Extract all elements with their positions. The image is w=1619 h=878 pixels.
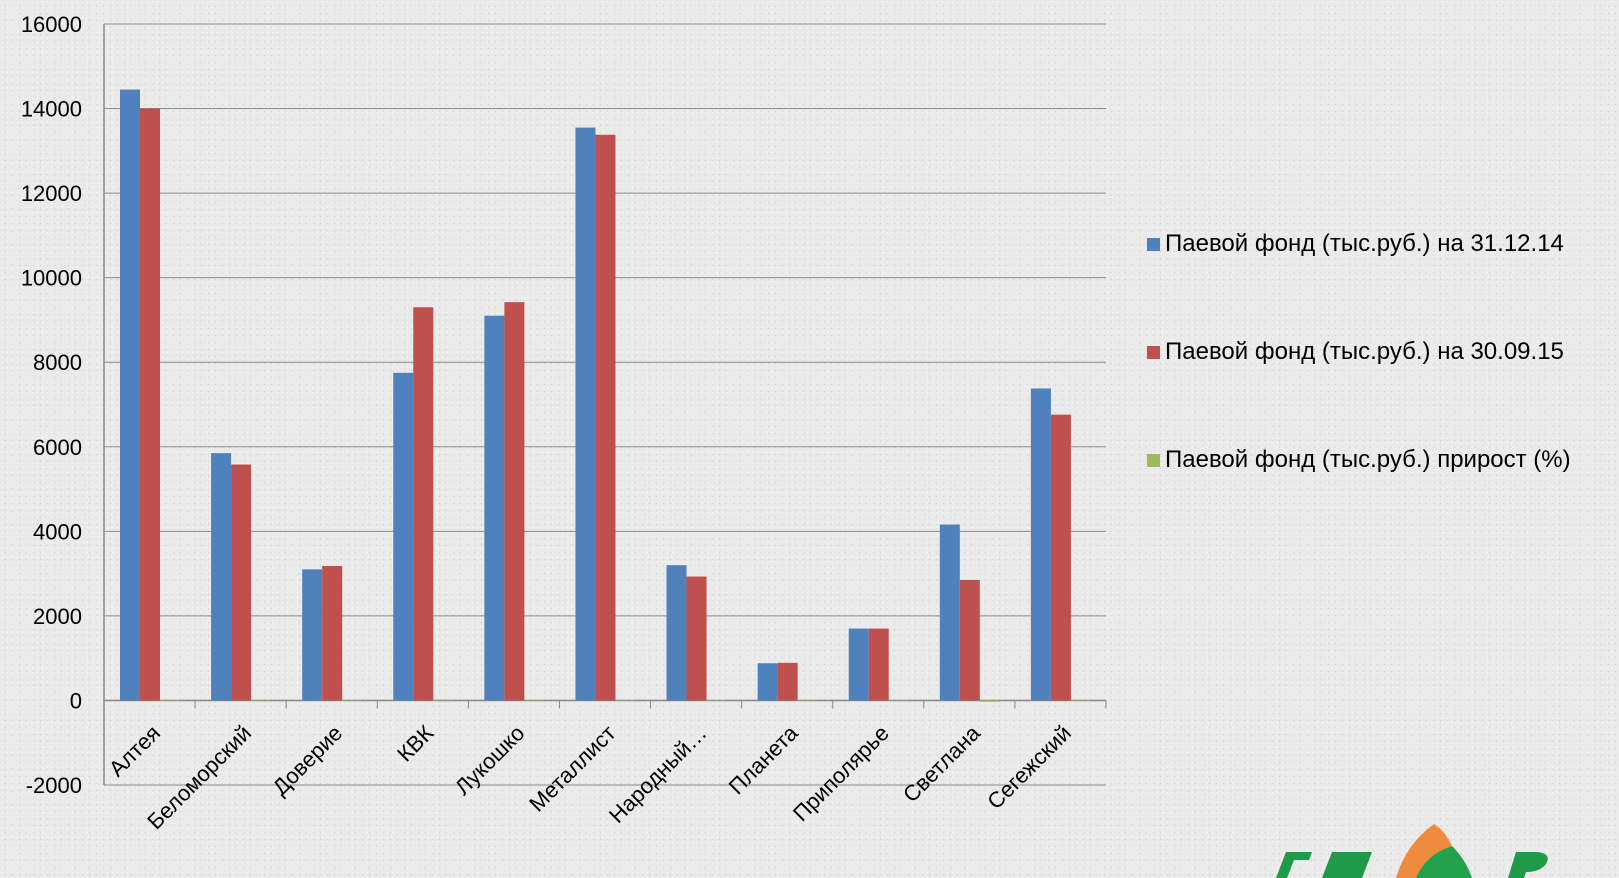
x-tick-label-8: Планета xyxy=(724,720,803,799)
bar-s2-3 xyxy=(322,566,343,701)
bar-s2-10 xyxy=(959,579,980,701)
bar-s3-9 xyxy=(888,700,909,701)
legend-label-3: Паевой фонд (тыс.руб.) прирост (%) xyxy=(1165,446,1571,473)
legend-swatch-2 xyxy=(1147,345,1160,359)
bar-s3-7 xyxy=(706,700,727,701)
cooperative-logo xyxy=(1276,824,1619,878)
x-tick-label-10: Светлана xyxy=(898,720,985,807)
bar-s2-1 xyxy=(140,108,160,701)
legend-item-3: Паевой фонд (тыс.руб.) прирост (%) xyxy=(1147,446,1571,474)
legend-item-2: Паевой фонд (тыс.руб.) на 30.09.15 xyxy=(1147,338,1564,366)
bar-s2-6 xyxy=(595,134,616,701)
y-tick-label-3: 4000 xyxy=(33,519,82,544)
bar-s3-10 xyxy=(979,700,1000,702)
x-tick-label-1: Алтея xyxy=(104,720,165,781)
y-tick-label-5: 8000 xyxy=(33,350,82,375)
bar-s3-8 xyxy=(797,700,818,701)
y-tick-label-2: 2000 xyxy=(33,604,82,629)
bar-s1-10 xyxy=(939,524,960,701)
bar-s3-4 xyxy=(433,699,454,701)
axes xyxy=(103,24,1107,785)
x-tick-label-9: Приполярье xyxy=(788,720,894,826)
bar-s1-1 xyxy=(120,89,140,701)
bar-s3-2 xyxy=(251,700,272,701)
bar-s2-11 xyxy=(1050,414,1071,701)
legend-swatch-1 xyxy=(1147,237,1160,251)
y-tick-label-4: 6000 xyxy=(33,435,82,460)
bar-s1-2 xyxy=(211,453,232,701)
x-tick-label-3: Доверие xyxy=(267,720,347,800)
bar-s3-3 xyxy=(342,700,363,701)
y-tick-label-1: 0 xyxy=(70,688,82,713)
x-tick-label-11: Сегежский xyxy=(982,720,1076,814)
bar-s2-5 xyxy=(504,302,525,701)
y-tick-label-0: -2000 xyxy=(26,773,82,798)
y-tick-labels: -2000 0 2000 4000 6000 8000 10000 12000 14000 160… xyxy=(21,12,82,798)
bar-s3-11 xyxy=(1070,700,1091,701)
legend-label-1: Паевой фонд (тыс.руб.) на 31.12.14 xyxy=(1165,230,1564,257)
bar-s1-7 xyxy=(666,565,687,701)
bar-s2-2 xyxy=(231,464,252,701)
bar-s1-9 xyxy=(848,628,869,701)
bar-s1-8 xyxy=(757,663,778,701)
legend-label-2: Паевой фонд (тыс.руб.) на 30.09.15 xyxy=(1165,338,1564,365)
x-tick-label-5: Лукошко xyxy=(450,720,530,800)
bar-s2-7 xyxy=(686,576,707,701)
y-tick-label-7: 12000 xyxy=(21,181,82,206)
bars xyxy=(120,89,1091,702)
x-tick-label-6: Металлист xyxy=(524,720,620,816)
bar-s3-1 xyxy=(160,700,180,701)
legend-item-1: Паевой фонд (тыс.руб.) на 31.12.14 xyxy=(1147,230,1564,258)
bar-s1-3 xyxy=(302,569,323,701)
bar-s2-9 xyxy=(868,628,889,701)
bar-s2-4 xyxy=(413,307,434,701)
y-tick-label-9: 16000 xyxy=(21,12,82,37)
bar-s1-4 xyxy=(393,372,414,701)
bar-s3-5 xyxy=(524,700,545,701)
bar-s3-6 xyxy=(615,700,636,701)
x-tick-label-7: Народный… xyxy=(604,720,712,828)
x-tick-label-4: КВК xyxy=(392,720,438,766)
bar-s2-8 xyxy=(777,662,798,701)
y-tick-label-6: 10000 xyxy=(21,266,82,291)
bar-s1-5 xyxy=(484,315,505,701)
bar-s1-6 xyxy=(575,127,596,701)
bar-s1-11 xyxy=(1030,388,1051,701)
legend-swatch-3 xyxy=(1147,453,1160,467)
y-tick-label-8: 14000 xyxy=(21,97,82,122)
